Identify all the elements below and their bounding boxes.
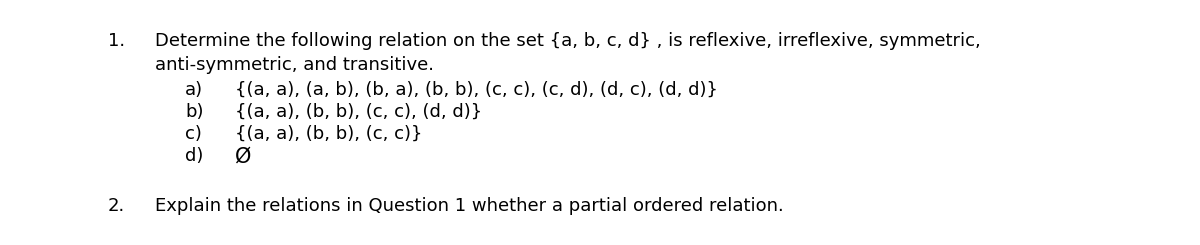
Text: d): d): [185, 147, 203, 165]
Text: c): c): [185, 125, 202, 143]
Text: Determine the following relation on the set {a, b, c, d} , is reflexive, irrefle: Determine the following relation on the …: [155, 32, 980, 50]
Text: {(a, a), (b, b), (c, c)}: {(a, a), (b, b), (c, c)}: [235, 125, 422, 143]
Text: anti-symmetric, and transitive.: anti-symmetric, and transitive.: [155, 56, 434, 74]
Text: 1.: 1.: [108, 32, 125, 50]
Text: b): b): [185, 103, 204, 121]
Text: {(a, a), (a, b), (b, a), (b, b), (c, c), (c, d), (d, c), (d, d)}: {(a, a), (a, b), (b, a), (b, b), (c, c),…: [235, 81, 718, 99]
Text: 2.: 2.: [108, 197, 125, 215]
Text: Explain the relations in Question 1 whether a partial ordered relation.: Explain the relations in Question 1 whet…: [155, 197, 784, 215]
Text: Ø: Ø: [235, 147, 251, 167]
Text: {(a, a), (b, b), (c, c), (d, d)}: {(a, a), (b, b), (c, c), (d, d)}: [235, 103, 482, 121]
Text: a): a): [185, 81, 203, 99]
